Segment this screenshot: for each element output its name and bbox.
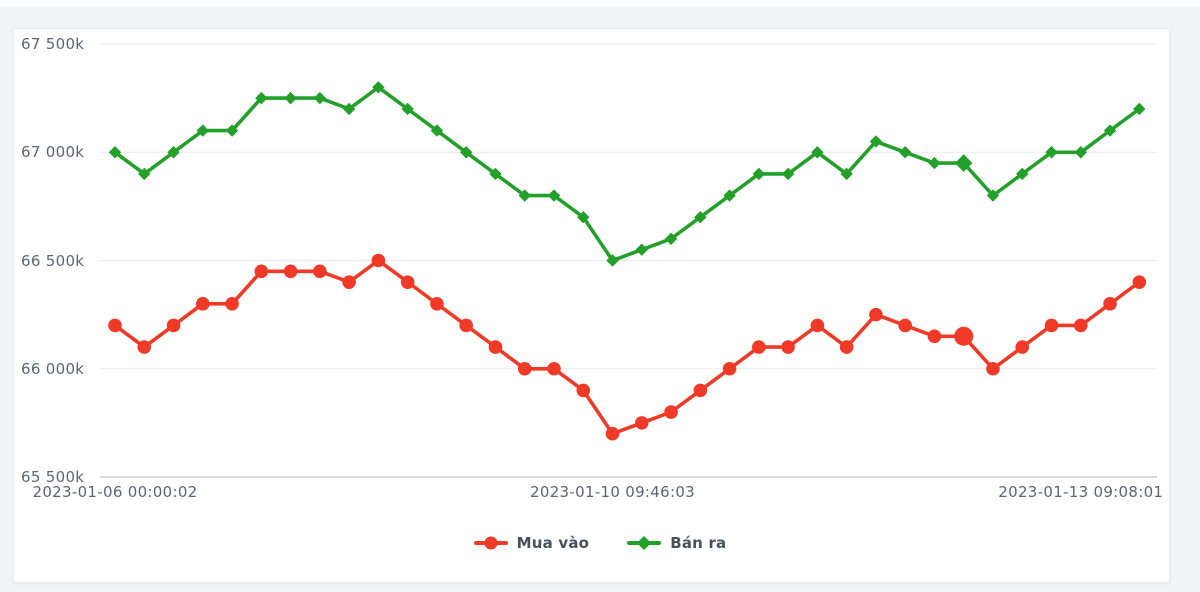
data-point-marker[interactable] bbox=[954, 326, 974, 346]
data-point-marker[interactable] bbox=[489, 167, 502, 181]
data-point-marker[interactable] bbox=[283, 264, 298, 279]
data-point-marker[interactable] bbox=[722, 361, 737, 376]
data-point-marker[interactable] bbox=[1074, 146, 1087, 159]
data-point-marker[interactable] bbox=[576, 383, 591, 398]
legend-line-diamond-icon bbox=[627, 535, 662, 551]
data-point-marker[interactable] bbox=[693, 383, 708, 398]
data-point-marker[interactable] bbox=[810, 318, 825, 333]
legend-item-mua-vao[interactable]: Mua vào bbox=[473, 534, 590, 552]
data-point-marker[interactable] bbox=[954, 154, 973, 172]
data-point-marker[interactable] bbox=[869, 307, 883, 322]
data-point-marker[interactable] bbox=[1044, 318, 1059, 333]
data-point-marker[interactable] bbox=[401, 102, 414, 116]
y-axis-label: 67 500k bbox=[21, 35, 85, 53]
data-point-marker[interactable] bbox=[840, 167, 853, 181]
data-point-marker[interactable] bbox=[605, 426, 620, 441]
series-line-1 bbox=[113, 85, 1142, 263]
legend-label-ban-ra: Bán ra bbox=[670, 534, 727, 552]
data-point-marker[interactable] bbox=[927, 329, 942, 344]
y-axis-label: 67 000k bbox=[21, 143, 85, 162]
data-point-marker[interactable] bbox=[635, 243, 648, 256]
data-point-marker[interactable] bbox=[1133, 102, 1146, 116]
data-point-marker[interactable] bbox=[255, 91, 268, 105]
data-point-marker[interactable] bbox=[371, 253, 386, 268]
data-point-marker[interactable] bbox=[1103, 124, 1117, 137]
data-point-marker[interactable] bbox=[166, 318, 181, 333]
data-point-marker[interactable] bbox=[928, 156, 941, 170]
diamond-marker-icon bbox=[637, 535, 652, 551]
data-point-marker[interactable] bbox=[108, 318, 122, 333]
data-point-marker[interactable] bbox=[986, 189, 1000, 202]
data-point-marker[interactable] bbox=[752, 167, 766, 181]
circle-marker-icon bbox=[484, 536, 498, 550]
data-point-marker[interactable] bbox=[342, 275, 356, 289]
data-point-marker[interactable] bbox=[313, 91, 327, 105]
data-point-marker[interactable] bbox=[577, 211, 590, 224]
data-point-marker[interactable] bbox=[634, 416, 649, 430]
data-point-marker[interactable] bbox=[167, 146, 180, 159]
data-point-marker[interactable] bbox=[547, 361, 561, 376]
page-top-strip bbox=[0, 0, 1200, 7]
data-point-marker[interactable] bbox=[137, 340, 152, 354]
data-point-marker[interactable] bbox=[898, 318, 912, 333]
data-point-marker[interactable] bbox=[694, 211, 707, 224]
data-point-marker[interactable] bbox=[839, 340, 854, 354]
data-point-marker[interactable] bbox=[606, 254, 619, 267]
data-point-marker[interactable] bbox=[518, 189, 531, 202]
data-point-marker[interactable] bbox=[138, 167, 151, 181]
y-axis-label: 65 500k bbox=[21, 468, 85, 486]
data-point-marker[interactable] bbox=[723, 189, 736, 202]
data-point-marker[interactable] bbox=[342, 102, 356, 116]
data-point-marker[interactable] bbox=[986, 361, 1000, 376]
data-point-marker[interactable] bbox=[400, 275, 415, 289]
data-point-marker[interactable] bbox=[430, 124, 444, 137]
data-point-marker[interactable] bbox=[430, 297, 444, 311]
data-point-marker[interactable] bbox=[869, 135, 883, 148]
legend-item-ban-ra[interactable]: Bán ra bbox=[627, 534, 726, 552]
data-point-marker[interactable] bbox=[1016, 167, 1029, 181]
x-axis-label: 2023-01-06 00:00:02 bbox=[32, 483, 198, 501]
data-point-marker[interactable] bbox=[459, 318, 473, 333]
data-point-marker[interactable] bbox=[664, 232, 678, 246]
data-point-marker[interactable] bbox=[781, 167, 795, 181]
data-point-marker[interactable] bbox=[811, 146, 824, 159]
data-point-marker[interactable] bbox=[196, 124, 209, 137]
data-point-marker[interactable] bbox=[284, 91, 297, 105]
data-point-marker[interactable] bbox=[459, 146, 473, 159]
data-point-marker[interactable] bbox=[1073, 318, 1088, 333]
y-axis-label: 66 500k bbox=[21, 251, 85, 270]
data-point-marker[interactable] bbox=[752, 340, 766, 354]
data-point-marker[interactable] bbox=[225, 124, 239, 137]
data-point-marker[interactable] bbox=[108, 146, 122, 159]
series-line-0 bbox=[113, 258, 1142, 436]
data-point-marker[interactable] bbox=[372, 81, 385, 94]
chart-legend: Mua vào Bán ra bbox=[0, 534, 1200, 552]
x-axis-label: 2023-01-13 09:08:01 bbox=[998, 483, 1164, 501]
data-point-marker[interactable] bbox=[1103, 297, 1117, 311]
legend-line-circle-icon bbox=[473, 536, 508, 550]
data-point-marker[interactable] bbox=[195, 297, 210, 311]
data-point-marker[interactable] bbox=[1015, 340, 1030, 354]
x-axis-label: 2023-01-10 09:46:03 bbox=[530, 483, 696, 501]
legend-label-mua-vao: Mua vào bbox=[516, 534, 590, 552]
data-point-marker[interactable] bbox=[488, 340, 503, 354]
data-point-marker[interactable] bbox=[517, 361, 532, 376]
data-point-marker[interactable] bbox=[254, 264, 269, 279]
data-point-marker[interactable] bbox=[664, 405, 678, 419]
data-point-marker[interactable] bbox=[781, 340, 795, 354]
y-axis-label: 66 000k bbox=[21, 359, 85, 378]
data-point-marker[interactable] bbox=[547, 189, 561, 202]
data-point-marker[interactable] bbox=[1132, 275, 1147, 289]
data-point-marker[interactable] bbox=[225, 297, 239, 311]
data-point-marker[interactable] bbox=[313, 264, 327, 279]
data-point-marker[interactable] bbox=[1045, 146, 1058, 159]
data-point-marker[interactable] bbox=[898, 146, 912, 159]
